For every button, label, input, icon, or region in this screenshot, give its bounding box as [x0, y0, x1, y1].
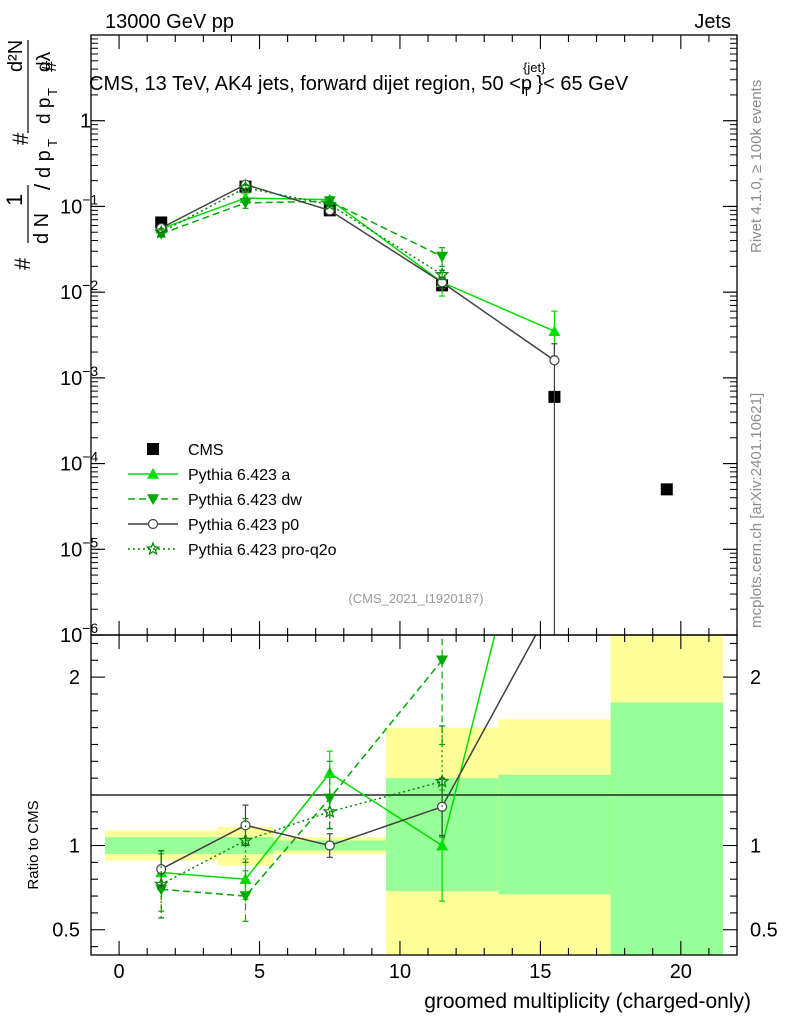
- svg-text:d p: d p: [34, 98, 55, 124]
- legend-item-a: Pythia 6.423 a: [128, 467, 290, 484]
- data-point: [436, 839, 449, 851]
- ratio-tick-label: 1: [750, 836, 761, 858]
- data-point: [239, 891, 252, 903]
- data-point: [322, 804, 337, 819]
- legend-marker: [147, 518, 159, 530]
- legend-marker: [147, 443, 159, 455]
- svg-text:#: #: [10, 257, 35, 270]
- legend-marker: [147, 494, 159, 505]
- svg-text:T: T: [45, 88, 60, 96]
- svg-text:/: /: [30, 183, 55, 190]
- legend-label: Pythia 6.423 a: [188, 467, 290, 484]
- data-point: [549, 355, 560, 366]
- ratio-tick-label: 2: [750, 667, 761, 689]
- ratio-tick-label: 1: [69, 836, 80, 858]
- rivet-version-label: Rivet 4.1.0, ≥ 100k events: [748, 80, 765, 253]
- x-axis-label: groomed multiplicity (charged-only): [424, 990, 751, 1013]
- analysis-id-label: (CMS_2021_I1920187): [348, 591, 483, 606]
- data-point: [323, 793, 336, 805]
- data-point: [548, 325, 561, 337]
- legend-label: Pythia 6.423 p0: [188, 517, 299, 534]
- svg-text:1: 1: [2, 194, 27, 206]
- axes-ticks: 10−610−510−410−310−210−110 5 10 15 200.5 0.51…: [52, 35, 778, 983]
- data-point: [436, 251, 449, 263]
- x-tick-label: 10: [389, 961, 411, 983]
- svg-text:d N: d N: [31, 213, 53, 244]
- x-tick-label: 15: [529, 961, 551, 983]
- series-proq2o: [153, 180, 450, 281]
- svg-text:#: #: [39, 60, 61, 72]
- band-green: [105, 837, 218, 854]
- series-proq2o-ratio: [153, 725, 450, 919]
- legend-item-proq2o: Pythia 6.423 pro-q2o: [128, 541, 337, 559]
- data-point: [322, 196, 337, 211]
- x-tick-label: 5: [254, 961, 265, 983]
- band-green: [498, 774, 611, 895]
- y-tick-label: 1: [80, 111, 91, 133]
- data-point: [323, 196, 336, 208]
- svg-text:dλ: dλ: [34, 51, 55, 72]
- data-point: [491, 621, 503, 632]
- legend-label: CMS: [188, 442, 224, 459]
- legend-item-p0: Pythia 6.423 p0: [128, 517, 299, 534]
- legend-marker: [145, 541, 161, 556]
- data-point: [239, 873, 252, 885]
- y-tick-label: 10−2: [60, 277, 98, 304]
- data-point: [434, 773, 450, 788]
- ratio-y-axis-label: Ratio to CMS: [25, 800, 42, 889]
- data-point: [156, 864, 167, 875]
- data-point: [660, 483, 673, 496]
- svg-text:#: #: [8, 132, 33, 145]
- main-y-axis-label: # 1 d N / d p T # d²N # d p T dλ: [2, 40, 61, 270]
- series-line: [160, 197, 555, 332]
- y-tick-label: 10−5: [60, 534, 98, 561]
- series-dw-ratio: [155, 635, 449, 922]
- y-tick-label: 10−6: [60, 620, 98, 647]
- y-tick-label: 10−3: [60, 363, 98, 390]
- svg-text:T: T: [45, 139, 60, 147]
- series-cms: [155, 180, 673, 496]
- y-tick-label: 10−1: [60, 191, 98, 218]
- series-line: [160, 187, 443, 276]
- energy-label: 13000 GeV pp: [105, 11, 234, 33]
- data-point: [238, 832, 253, 847]
- legend: CMS Pythia 6.423 a Pythia 6.423 dw Pythia 6…: [128, 442, 337, 559]
- ratio-plot-series: [153, 621, 537, 922]
- data-point: [153, 224, 169, 239]
- series-p0: [156, 179, 560, 635]
- series-p0-ratio: [156, 635, 537, 887]
- x-tick-label: 0: [114, 961, 125, 983]
- mcplots-label: mcplots.cern.ch [arXiv:2401.10621]: [748, 393, 765, 628]
- plot-title: CMS, 13 TeV, AK4 jets, forward dijet reg…: [89, 60, 629, 99]
- data-point: [434, 266, 450, 281]
- x-tick-label: 20: [670, 961, 692, 983]
- svg-text:d p: d p: [33, 150, 55, 178]
- legend-label: Pythia 6.423 dw: [188, 492, 302, 509]
- series-dw: [155, 196, 449, 267]
- y-tick-label: 10−4: [60, 449, 98, 476]
- legend-label: Pythia 6.423 pro-q2o: [188, 542, 337, 559]
- series-line: [160, 200, 443, 258]
- legend-item-dw: Pythia 6.423 dw: [128, 492, 302, 509]
- band-green: [610, 702, 723, 955]
- data-point: [436, 655, 449, 667]
- main-plot-series: [153, 179, 673, 635]
- data-point: [153, 876, 169, 891]
- data-point: [238, 180, 253, 194]
- legend-marker: [147, 468, 159, 479]
- ratio-tick-label: 2: [69, 667, 80, 689]
- data-point: [324, 840, 335, 851]
- ratio-tick-label: 0.5: [750, 920, 778, 942]
- legend-item-cms: CMS: [147, 442, 224, 459]
- svg-text:d²N: d²N: [5, 40, 27, 72]
- category-label: Jets: [694, 11, 731, 33]
- series-line: [161, 659, 443, 897]
- series-line: [160, 183, 555, 362]
- series-a: [155, 192, 561, 357]
- data-point: [239, 198, 252, 209]
- ratio-tick-label: 0.5: [52, 920, 80, 942]
